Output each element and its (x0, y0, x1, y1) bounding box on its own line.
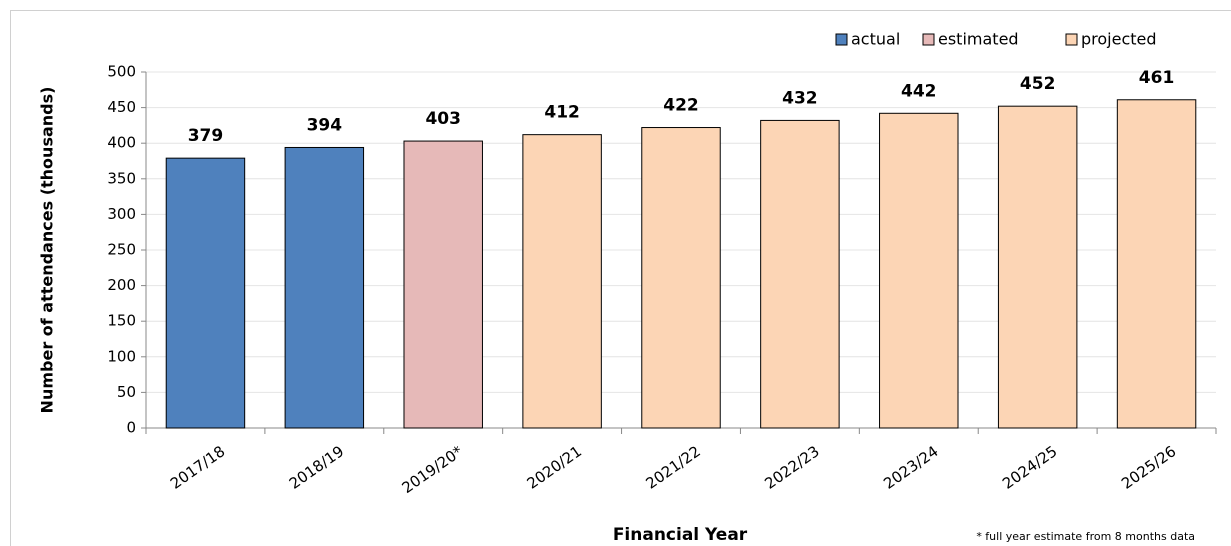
y-tick-label: 450 (107, 98, 136, 116)
y-tick-label: 0 (126, 419, 136, 437)
data-label: 412 (544, 103, 580, 123)
y-tick-label: 100 (107, 347, 136, 365)
y-tick-label: 500 (107, 63, 136, 81)
y-tick-label: 200 (107, 276, 136, 294)
bar (284, 146, 365, 429)
x-tick-label: 2017/18 (167, 442, 228, 492)
bar (403, 140, 483, 429)
legend-swatch (922, 33, 935, 46)
data-label: 403 (425, 109, 461, 129)
bar (165, 157, 246, 429)
legend-swatch (835, 33, 848, 46)
x-tick-label: 2022/23 (761, 442, 822, 492)
data-label: 379 (188, 126, 224, 146)
y-tick-label: 350 (107, 169, 136, 187)
data-label: 442 (901, 81, 937, 101)
y-tick-label: 300 (107, 205, 136, 223)
y-tick-label: 250 (107, 241, 136, 259)
data-label: 461 (1139, 68, 1175, 88)
bar (997, 105, 1078, 429)
y-tick-label: 150 (107, 312, 136, 330)
y-tick-label: 400 (107, 134, 136, 152)
y-tick-label: 50 (117, 383, 136, 401)
legend-swatch (1065, 33, 1078, 46)
x-tick-label: 2018/19 (286, 442, 347, 492)
x-tick-label: 2020/21 (524, 442, 585, 492)
x-tick-label: 2024/25 (999, 442, 1060, 492)
data-label: 422 (663, 96, 699, 116)
frame (10, 10, 1231, 546)
footnote: * full year estimate from 8 months data (976, 530, 1195, 543)
data-label: 394 (307, 115, 343, 135)
y-axis-label: Number of attendances (thousands) (38, 87, 57, 414)
bar (1116, 99, 1197, 429)
x-tick-label: 2019/20* (399, 442, 467, 497)
legend-label: estimated (938, 30, 1019, 49)
x-tick-label: 2021/22 (642, 442, 703, 492)
bar (641, 127, 721, 429)
legend-label: projected (1081, 30, 1157, 49)
bar (760, 119, 840, 429)
data-label: 432 (782, 88, 818, 108)
bar (522, 134, 602, 429)
x-tick-label: 2023/24 (880, 442, 941, 492)
data-label: 452 (1020, 74, 1056, 94)
x-axis-label: Financial Year (613, 525, 748, 545)
legend-label: actual (851, 30, 900, 49)
x-tick-label: 2025/26 (1118, 442, 1179, 492)
bar (879, 112, 959, 429)
